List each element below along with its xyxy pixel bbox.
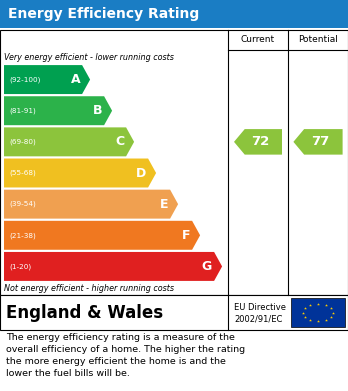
Text: (69-80): (69-80): [9, 138, 36, 145]
Text: Potential: Potential: [298, 36, 338, 45]
Text: G: G: [202, 260, 212, 273]
Text: 72: 72: [251, 135, 269, 148]
Bar: [0, 0, 348, 28]
Text: (39-54): (39-54): [9, 201, 36, 207]
Text: C: C: [115, 135, 124, 148]
Polygon shape: [4, 96, 112, 125]
Polygon shape: [4, 221, 200, 250]
Text: F: F: [182, 229, 190, 242]
Text: B: B: [93, 104, 102, 117]
Polygon shape: [4, 252, 222, 281]
Bar: [0, 30, 348, 295]
Text: EU Directive: EU Directive: [234, 303, 286, 312]
Polygon shape: [293, 129, 342, 154]
Text: (1-20): (1-20): [9, 263, 31, 270]
Text: Energy Efficiency Rating: Energy Efficiency Rating: [8, 7, 199, 21]
Text: Very energy efficient - lower running costs: Very energy efficient - lower running co…: [4, 52, 174, 61]
Text: (21-38): (21-38): [9, 232, 36, 239]
Bar: [0, 295, 348, 330]
Text: (55-68): (55-68): [9, 170, 36, 176]
Polygon shape: [4, 190, 178, 219]
Text: Current: Current: [241, 36, 275, 45]
Text: Not energy efficient - higher running costs: Not energy efficient - higher running co…: [4, 284, 174, 293]
Text: 2002/91/EC: 2002/91/EC: [234, 314, 282, 323]
Text: E: E: [160, 197, 168, 211]
Polygon shape: [4, 158, 156, 187]
Text: (92-100): (92-100): [9, 76, 40, 83]
Text: (81-91): (81-91): [9, 108, 36, 114]
Bar: [291, 298, 345, 327]
Polygon shape: [4, 65, 90, 94]
Polygon shape: [4, 127, 134, 156]
Text: A: A: [71, 73, 80, 86]
Text: 77: 77: [311, 135, 329, 148]
Polygon shape: [234, 129, 282, 154]
Text: England & Wales: England & Wales: [6, 303, 163, 321]
Text: D: D: [136, 167, 146, 179]
Text: The energy efficiency rating is a measure of the
overall efficiency of a home. T: The energy efficiency rating is a measur…: [6, 333, 245, 378]
